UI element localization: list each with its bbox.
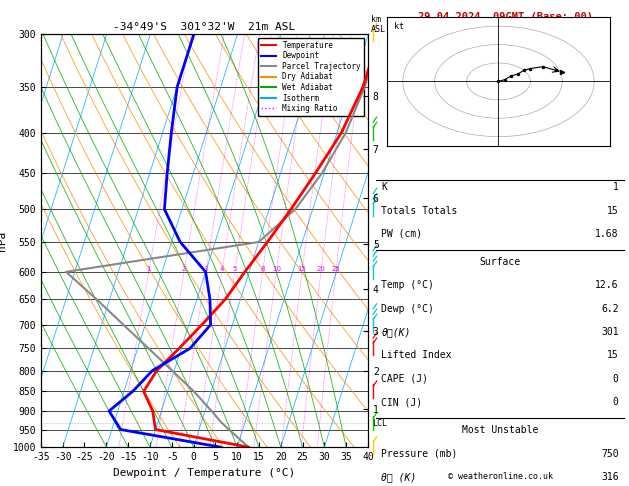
Text: θᴇ (K): θᴇ (K) (381, 472, 416, 482)
Text: 29.04.2024  09GMT (Base: 00): 29.04.2024 09GMT (Base: 00) (418, 12, 593, 22)
Text: Pressure (mb): Pressure (mb) (381, 449, 458, 459)
Text: PW (cm): PW (cm) (381, 229, 423, 239)
Text: 8: 8 (260, 266, 265, 272)
Text: Totals Totals: Totals Totals (381, 206, 458, 216)
Legend: Temperature, Dewpoint, Parcel Trajectory, Dry Adiabat, Wet Adiabat, Isotherm, Mi: Temperature, Dewpoint, Parcel Trajectory… (258, 38, 364, 116)
Text: 0: 0 (613, 397, 619, 407)
Text: CIN (J): CIN (J) (381, 397, 423, 407)
Text: 25: 25 (331, 266, 340, 272)
Text: km
ASL: km ASL (371, 15, 386, 34)
Text: 2: 2 (182, 266, 186, 272)
Text: 5: 5 (233, 266, 237, 272)
Text: 316: 316 (601, 472, 619, 482)
Text: K: K (381, 182, 387, 192)
Text: CAPE (J): CAPE (J) (381, 374, 428, 384)
Text: 10: 10 (272, 266, 281, 272)
Text: 301: 301 (601, 327, 619, 337)
Text: 15: 15 (607, 350, 619, 361)
Text: Surface: Surface (479, 257, 521, 267)
Text: 15: 15 (298, 266, 306, 272)
Text: 3: 3 (204, 266, 208, 272)
Y-axis label: hPa: hPa (0, 230, 7, 251)
Text: 4: 4 (220, 266, 224, 272)
Text: © weatheronline.co.uk: © weatheronline.co.uk (448, 472, 552, 481)
Text: 15: 15 (607, 206, 619, 216)
Text: 750: 750 (601, 449, 619, 459)
Text: Temp (°C): Temp (°C) (381, 280, 434, 291)
Text: 1: 1 (613, 182, 619, 192)
Text: 1.68: 1.68 (595, 229, 619, 239)
Text: Most Unstable: Most Unstable (462, 425, 538, 435)
Text: θᴇ(K): θᴇ(K) (381, 327, 411, 337)
Text: 6.2: 6.2 (601, 304, 619, 314)
Text: Dewp (°C): Dewp (°C) (381, 304, 434, 314)
Text: Lifted Index: Lifted Index (381, 350, 452, 361)
Text: LCL: LCL (372, 419, 387, 428)
Text: 0: 0 (613, 374, 619, 384)
Text: 1: 1 (147, 266, 151, 272)
Text: kt: kt (394, 22, 404, 31)
Text: 12.6: 12.6 (595, 280, 619, 291)
X-axis label: Dewpoint / Temperature (°C): Dewpoint / Temperature (°C) (113, 468, 296, 478)
Title: -34°49'S  301°32'W  21m ASL: -34°49'S 301°32'W 21m ASL (113, 22, 296, 32)
Text: 20: 20 (316, 266, 325, 272)
